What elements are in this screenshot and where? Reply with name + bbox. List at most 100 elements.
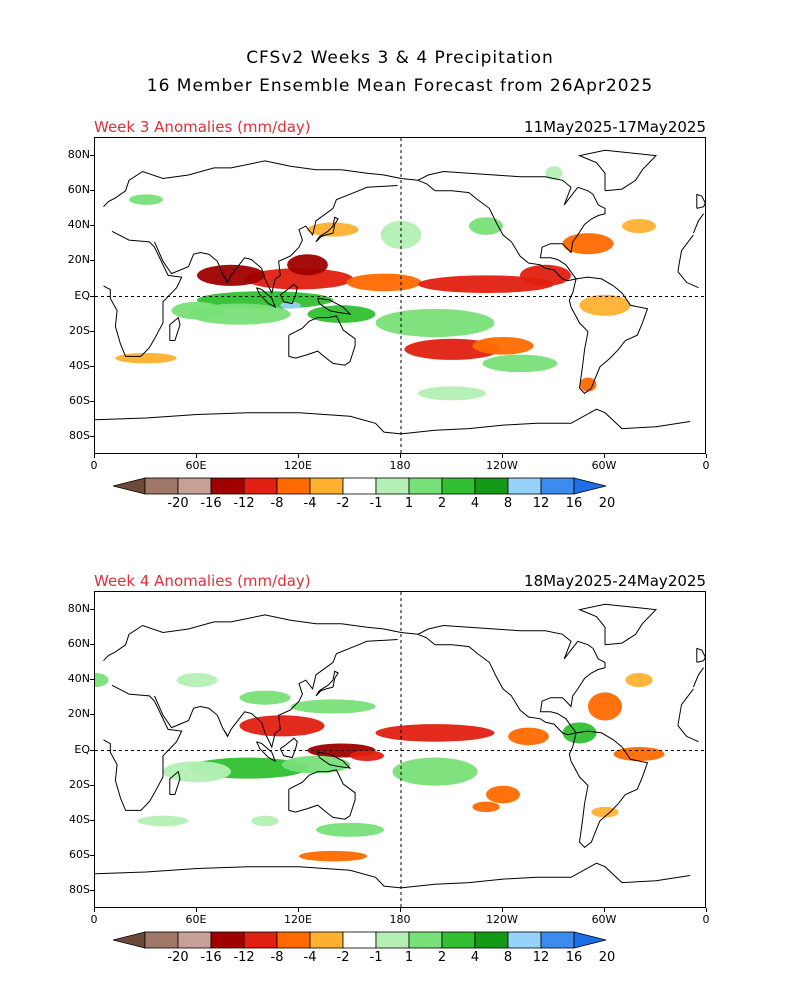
lat-tick-label: 80N [67, 601, 90, 615]
lon-tick-label: 60E [185, 913, 207, 926]
anomaly-region [486, 785, 520, 804]
colorbar-label: 2 [437, 496, 447, 511]
coastline [103, 160, 419, 208]
colorbar-box [177, 477, 212, 495]
colorbar-box [375, 477, 410, 495]
coastline [223, 730, 229, 737]
colorbar-label: -8 [270, 496, 284, 511]
map-canvas [95, 592, 705, 907]
lat-tick [90, 890, 94, 892]
lat-tick-label: EQ [74, 742, 90, 756]
map-canvas [95, 138, 705, 453]
colorbar-box [210, 477, 245, 495]
lon-tick [298, 454, 299, 458]
colorbar-box [474, 477, 509, 495]
colorbar-label: -20 [167, 496, 189, 511]
lat-tick-label: 80S [69, 883, 90, 897]
coastline [288, 315, 356, 366]
colorbar-box [210, 931, 245, 949]
lon-tick-label: 120E [284, 913, 312, 926]
lat-tick [90, 401, 94, 403]
lat-tick-label: 40S [69, 812, 90, 826]
colorbar-label: 4 [470, 496, 480, 511]
coastline [568, 276, 649, 395]
coastline [696, 193, 705, 209]
lat-tick-label: 60N [67, 182, 90, 196]
week4-map [94, 591, 706, 908]
lon-tick-label: 60W [591, 913, 617, 926]
anomaly-region [520, 264, 571, 286]
coastline [677, 724, 699, 743]
lon-tick [706, 908, 707, 912]
lat-tick [90, 749, 94, 751]
lon-tick-label: 0 [90, 913, 98, 926]
colorbar-label: 16 [565, 496, 583, 511]
anomaly-region [622, 219, 656, 234]
lat-tick [90, 260, 94, 262]
lat-tick [90, 679, 94, 681]
colorbar-box [441, 931, 476, 949]
anomaly-region [588, 692, 622, 721]
anomaly-region [176, 673, 218, 688]
anomaly-region [251, 815, 279, 827]
coastline [315, 670, 339, 697]
colorbar-arrow-right [573, 931, 607, 949]
colorbar-box [408, 931, 443, 949]
coastline [95, 408, 691, 435]
coastline [677, 234, 694, 271]
colorbar-label: -1 [369, 950, 383, 965]
colorbar-box [276, 477, 311, 495]
lat-tick-label: 80S [69, 429, 90, 443]
lat-tick [90, 714, 94, 716]
lat-tick [90, 819, 94, 821]
colorbar-label: -8 [270, 950, 284, 965]
colorbar-box [276, 931, 311, 949]
lon-tick [196, 454, 197, 458]
anomaly-region [625, 673, 653, 688]
coastline [223, 276, 229, 283]
lat-tick [90, 225, 94, 227]
lon-tick [196, 908, 197, 912]
coastline [317, 297, 352, 315]
lat-tick-label: 60S [69, 848, 90, 862]
week3-date-range: 11May2025-17May2025 [524, 118, 706, 136]
lon-tick [604, 454, 605, 458]
lat-tick [90, 295, 94, 297]
coastline [417, 170, 606, 282]
anomaly-region [316, 822, 384, 837]
colorbar-box [144, 931, 179, 949]
anomaly-region [244, 268, 354, 290]
coastline [103, 684, 183, 811]
colorbar-label: 12 [532, 950, 550, 965]
anomaly-region [239, 690, 291, 705]
colorbar-box [342, 477, 377, 495]
lon-tick-label: 180 [389, 913, 411, 926]
anomaly-region [307, 305, 376, 323]
coastline [288, 769, 356, 820]
coastline [317, 751, 352, 769]
coastline [677, 270, 699, 289]
anomaly-region [129, 194, 163, 205]
colorbar-label: -12 [233, 496, 255, 511]
colorbar-box [540, 477, 575, 495]
anomaly-region [613, 746, 665, 762]
coastline [169, 770, 181, 795]
colorbar-box [243, 477, 278, 495]
anomaly-region [508, 727, 549, 746]
colorbar-box [309, 931, 344, 949]
colorbar-box [309, 477, 344, 495]
lon-tick [604, 908, 605, 912]
coastline [417, 624, 606, 736]
lat-tick-label: 20S [69, 777, 90, 791]
colorbar-label: 20 [598, 496, 616, 511]
coastline [577, 603, 658, 646]
colorbar-label: 20 [598, 950, 616, 965]
lon-tick-label: 60W [591, 459, 617, 472]
colorbar-label: -2 [336, 950, 350, 965]
lat-tick [90, 189, 94, 191]
coastline [279, 737, 298, 759]
title-line-2: 16 Member Ensemble Mean Forecast from 26… [146, 76, 654, 96]
coastline [279, 283, 298, 305]
lat-tick [90, 608, 94, 610]
lat-tick [90, 855, 94, 857]
